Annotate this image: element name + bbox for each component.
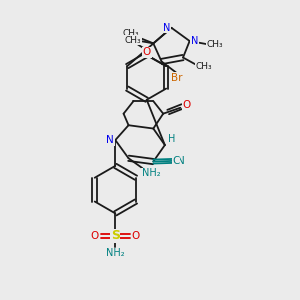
- Text: O: O: [143, 47, 151, 57]
- Text: H: H: [168, 134, 176, 144]
- Text: CH₃: CH₃: [125, 36, 141, 45]
- Text: N: N: [163, 23, 170, 33]
- Text: O: O: [182, 100, 190, 110]
- Text: O: O: [132, 231, 140, 241]
- Text: Br: Br: [171, 73, 183, 83]
- Text: S: S: [111, 230, 120, 242]
- Text: NH₂: NH₂: [142, 168, 160, 178]
- Text: NH₂: NH₂: [106, 248, 124, 258]
- Text: CH₃: CH₃: [207, 40, 224, 49]
- Text: CH₃: CH₃: [122, 29, 139, 38]
- Text: N: N: [176, 156, 184, 166]
- Text: C: C: [172, 156, 179, 166]
- Text: N: N: [191, 36, 198, 46]
- Text: N: N: [106, 135, 114, 145]
- Text: O: O: [91, 231, 99, 241]
- Text: CH₃: CH₃: [195, 62, 212, 71]
